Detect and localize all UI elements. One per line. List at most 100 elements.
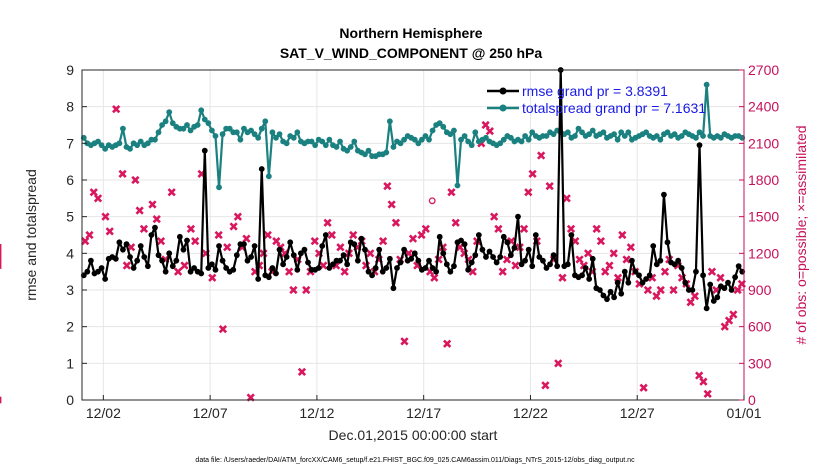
rmse-point: [443, 261, 450, 268]
spread-point: [454, 182, 461, 189]
spread-point: [621, 133, 628, 139]
y-axis-label: rmse and totalspread: [23, 169, 39, 301]
spread-point: [241, 125, 247, 132]
rmse-point: [732, 274, 739, 281]
rmse-point: [543, 265, 550, 271]
obs-assimilated-point: [562, 194, 571, 203]
obs-assimilated-point: [349, 230, 358, 240]
legend-spread-label: totalspread grand pr = 7.1631: [522, 100, 706, 116]
obs-assimilated-point: [297, 367, 307, 377]
spread-point: [472, 129, 479, 136]
obs-assimilated-point: [391, 218, 401, 227]
obs-assimilated-point: [101, 212, 110, 221]
spread-point: [216, 184, 222, 191]
spread-point: [258, 125, 265, 132]
spread-point: [386, 118, 393, 125]
rmse-point: [223, 265, 230, 271]
spread-point: [564, 129, 571, 136]
rmse-point: [98, 265, 105, 271]
rmse-point: [209, 261, 215, 268]
obs-assimilated-point: [583, 249, 593, 258]
rmse-point: [326, 265, 333, 271]
spread-point: [237, 136, 244, 143]
spread-point: [322, 142, 329, 149]
spread-point: [219, 131, 226, 138]
obs-assimilated-point: [400, 337, 409, 346]
obs-assimilated-point: [118, 169, 127, 179]
rmse-point: [589, 255, 596, 262]
spread-point: [198, 107, 205, 114]
spread-point: [401, 136, 408, 143]
rmse-point: [621, 268, 628, 275]
rmse-point: [397, 259, 404, 266]
obs-assimilated-point: [511, 261, 520, 270]
rmse-point: [472, 252, 479, 259]
obs-assimilated-point: [378, 236, 388, 246]
rmse-point: [504, 239, 511, 246]
spread-point: [611, 131, 617, 138]
spread-point: [159, 122, 165, 128]
rmse-point: [394, 265, 400, 271]
rmse-point: [611, 294, 617, 301]
rmse-point: [102, 276, 109, 282]
rmse-point: [276, 246, 283, 253]
obs-assimilated-point: [660, 267, 670, 276]
spread-point: [226, 125, 233, 132]
obs-assimilated-point: [545, 181, 554, 191]
rmse-point: [184, 237, 190, 244]
spread-point: [589, 127, 596, 134]
rmse-point: [607, 288, 614, 295]
left-tick-label: 5: [66, 209, 74, 225]
right-tick-label: 300: [748, 355, 772, 371]
spread-point: [483, 134, 489, 141]
rmse-point: [216, 243, 222, 249]
rmse-point: [646, 272, 653, 279]
obs-assimilated-point: [186, 224, 196, 234]
rmse-point: [465, 266, 472, 273]
rmse-point: [532, 232, 539, 238]
obs-assimilated-point: [622, 255, 631, 264]
rmse-point: [305, 259, 311, 266]
rmse-point: [205, 265, 212, 271]
spread-point: [657, 136, 664, 143]
spread-point: [447, 131, 454, 138]
spread-point: [643, 129, 650, 136]
spread-point: [497, 140, 504, 147]
rmse-point: [173, 257, 180, 264]
rmse-point: [134, 257, 141, 264]
rmse-point: [198, 270, 205, 277]
spread-point: [98, 142, 105, 149]
rmse-point: [330, 261, 336, 268]
rmse-point: [265, 274, 272, 281]
rmse-point: [657, 257, 664, 264]
spread-point: [518, 138, 525, 145]
obs-assimilated-point: [122, 261, 131, 270]
rmse-point: [415, 257, 422, 264]
rmse-point: [568, 232, 575, 238]
left-tick-label: 8: [66, 99, 74, 115]
obs-assimilated-point: [214, 230, 223, 240]
rmse-point: [700, 272, 706, 279]
spread-point: [586, 131, 593, 138]
rmse-point: [187, 268, 194, 275]
rmse-point: [340, 252, 347, 259]
rmse-point: [369, 272, 375, 279]
spread-point: [276, 131, 283, 138]
rmse-point: [529, 263, 536, 270]
spread-series: [80, 81, 746, 191]
rmse-point: [191, 265, 198, 271]
spread-point: [451, 127, 457, 134]
spread-point: [308, 138, 315, 145]
rmse-point: [625, 279, 632, 286]
obs-assimilated-point: [156, 236, 166, 246]
obs-assimilated-point: [609, 249, 618, 258]
rmse-point: [301, 246, 308, 253]
spread-point: [326, 136, 333, 143]
obs-assimilated-point: [191, 236, 200, 246]
obs-assimilated-point: [498, 267, 507, 276]
spread-point: [137, 138, 144, 145]
spread-point: [95, 138, 101, 145]
obs-assimilated-point: [443, 339, 452, 348]
rmse-point: [386, 255, 393, 262]
